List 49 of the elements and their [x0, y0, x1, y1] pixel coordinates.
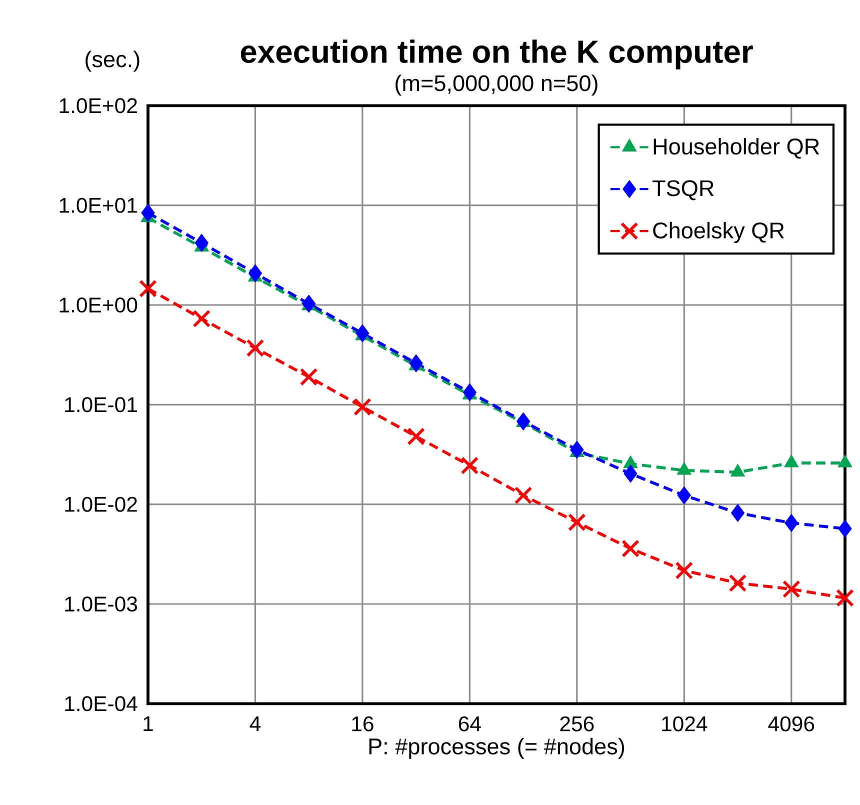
point	[246, 339, 264, 358]
point	[192, 310, 211, 328]
y-tick-label: 1.0E-03	[65, 596, 138, 612]
y-tick-label: 1.0E-02	[65, 496, 137, 512]
point	[516, 412, 530, 430]
point	[836, 588, 854, 607]
legend-label: Householder QR	[654, 138, 820, 159]
point	[194, 234, 208, 252]
point	[624, 464, 638, 483]
point	[622, 540, 640, 558]
y-axis-title: (sec.)	[86, 50, 140, 72]
point	[728, 574, 747, 592]
point	[677, 486, 691, 504]
point	[300, 368, 318, 386]
x-tick-label: 4096	[768, 716, 814, 732]
point	[248, 264, 262, 282]
y-tick-label: 1.0E+02	[60, 98, 137, 114]
point	[407, 427, 426, 446]
legend-label: TSQR	[652, 180, 714, 200]
point	[514, 486, 532, 504]
x-tick-label: 1	[144, 716, 153, 731]
point	[568, 513, 586, 532]
x-tick-label: 16	[352, 716, 374, 732]
point	[353, 398, 372, 416]
point	[730, 504, 745, 522]
x-tick-label: 1024	[662, 716, 708, 732]
x-tick-label: 64	[458, 716, 481, 732]
point	[139, 280, 157, 298]
point	[409, 354, 423, 372]
point	[462, 383, 476, 402]
point	[141, 204, 155, 222]
y-tick-label: 1.0E+00	[60, 297, 138, 313]
x-tick-label: 256	[560, 716, 594, 732]
point	[838, 520, 852, 538]
chart-title: execution time on the K computer	[240, 40, 753, 70]
x-axis-title: P: #processes (= #nodes)	[369, 738, 624, 759]
x-tick-label: 4	[250, 716, 261, 731]
point	[675, 562, 694, 580]
y-tick-label: 1.0E-04	[65, 696, 138, 712]
legend-label: Choelsky QR	[653, 222, 784, 243]
point	[460, 456, 479, 475]
chart-subtitle: (m=5,000,000 n=50)	[396, 74, 598, 96]
y-tick-label: 1.0E+01	[60, 198, 137, 213]
point	[302, 294, 316, 313]
point	[782, 580, 800, 598]
point	[570, 440, 584, 459]
point	[784, 514, 798, 532]
point	[356, 324, 370, 342]
y-tick-label: 1.0E-01	[65, 397, 137, 412]
